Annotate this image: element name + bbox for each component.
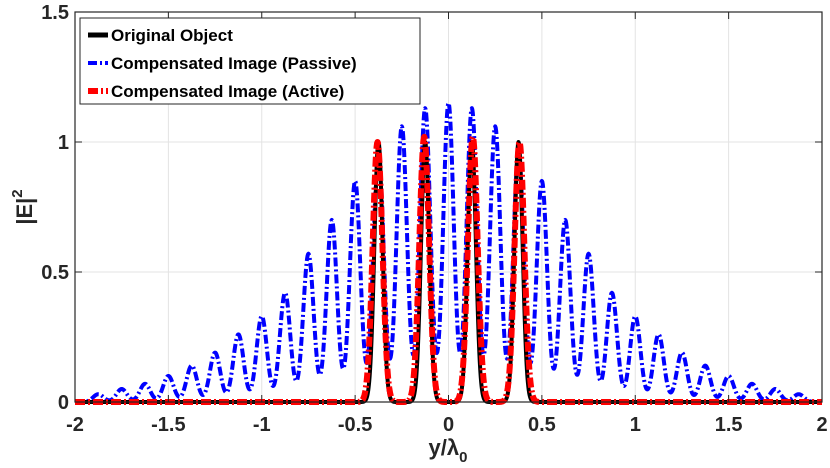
legend-label-passive: Compensated Image (Passive) xyxy=(111,54,357,73)
x-tick-label: -0.5 xyxy=(338,414,372,436)
y-tick-label: 1.5 xyxy=(41,2,69,24)
series-line-passive xyxy=(73,100,824,404)
x-axis-label: y/λ0 xyxy=(429,435,468,466)
y-tick-label: 1 xyxy=(58,132,69,154)
x-tick-label: 2 xyxy=(816,414,827,436)
axis-ticks: -2 -1.5 -1 -0.5 0 0.5 1 1.5 2 0 0.5 1 1.5 xyxy=(41,2,827,436)
legend-box xyxy=(79,17,421,105)
y-tick-label: 0.5 xyxy=(41,262,69,284)
x-tick-label: -1.5 xyxy=(151,414,185,436)
y-axis-label-superscript: 2 xyxy=(9,189,26,197)
x-tick-label: 0.5 xyxy=(528,414,556,436)
y-tick-label: 0 xyxy=(58,392,69,414)
x-tick-label: -2 xyxy=(66,414,84,436)
x-axis-label-subscript: 0 xyxy=(459,449,467,466)
legend-label-active: Compensated Image (Active) xyxy=(111,82,344,101)
x-tick-label: -1 xyxy=(253,414,271,436)
legend-label-original-object: Original Object xyxy=(111,26,233,45)
x-tick-label: 0 xyxy=(443,414,454,436)
legend: Original Object Compensated Image (Passi… xyxy=(79,17,421,105)
x-tick-label: 1 xyxy=(630,414,641,436)
x-tick-label: 1.5 xyxy=(715,414,743,436)
y-axis-label: |E|2 xyxy=(9,189,37,224)
